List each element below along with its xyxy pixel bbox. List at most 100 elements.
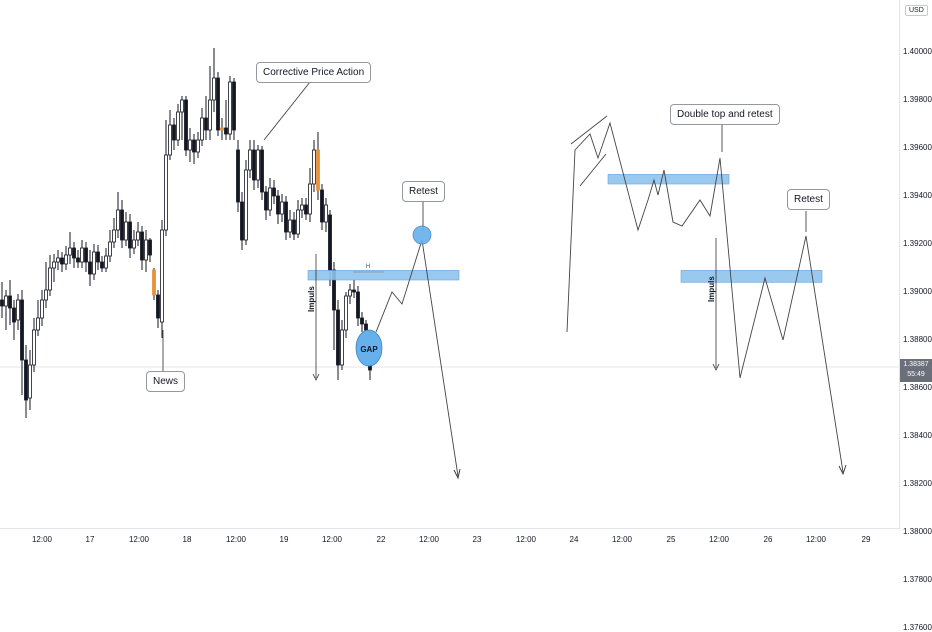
x-tick-label: 12:00	[225, 535, 247, 544]
candle	[308, 183, 312, 215]
candle	[188, 139, 192, 151]
x-tick-label: 26	[763, 535, 773, 544]
candle	[72, 247, 76, 259]
candle	[96, 251, 100, 263]
x-tick-label: 12:00	[805, 535, 827, 544]
candle	[28, 364, 32, 399]
candle	[184, 99, 188, 151]
candle	[220, 127, 224, 131]
chart-canvas[interactable]: GAP H Impuls Impuls	[0, 0, 932, 550]
x-tick-label: 17	[85, 535, 95, 544]
y-tick-label: 1.37600	[903, 623, 932, 632]
last-price-countdown: 55:49	[907, 371, 925, 378]
gap-label: GAP	[360, 345, 378, 354]
candle	[244, 169, 248, 241]
candle	[44, 289, 48, 301]
candle	[80, 247, 84, 263]
candle	[300, 204, 304, 211]
double-top-zone	[607, 174, 730, 185]
candle	[252, 149, 256, 181]
candle	[136, 231, 140, 241]
candle	[248, 149, 252, 171]
retest-circle	[412, 225, 432, 245]
candle	[332, 269, 336, 311]
candle	[60, 257, 64, 265]
candle	[52, 261, 56, 269]
candle	[276, 195, 280, 215]
candle	[36, 317, 40, 331]
y-tick-label: 1.39800	[903, 95, 932, 104]
y-tick-label: 1.38200	[903, 479, 932, 488]
double-top-trendline-lower	[579, 153, 607, 187]
candle	[208, 99, 212, 131]
candle	[200, 117, 204, 141]
candle	[240, 201, 244, 241]
y-tick-label: 1.39200	[903, 239, 932, 248]
candle	[88, 261, 92, 275]
gap-marker	[355, 329, 383, 367]
y-tick-label: 1.39600	[903, 143, 932, 152]
impuls-label-left: Impuls	[307, 286, 316, 312]
candle	[120, 209, 124, 241]
candle	[192, 139, 196, 153]
candle	[40, 299, 44, 319]
candle	[304, 204, 308, 215]
candle	[296, 209, 300, 235]
impuls-label-right: Impuls	[707, 276, 716, 302]
last-price-tag: 1.38387 55:49	[900, 359, 932, 382]
candle	[112, 229, 116, 243]
candle	[20, 299, 24, 361]
candle	[232, 81, 236, 131]
price-chart[interactable]: GAP H Impuls Impuls	[0, 0, 932, 550]
candle	[256, 149, 260, 181]
candle	[284, 201, 288, 233]
candle	[236, 149, 240, 203]
candle	[340, 329, 344, 366]
x-tick-label: 12:00	[708, 535, 730, 544]
candle	[164, 154, 168, 231]
candle	[132, 239, 136, 249]
candle	[292, 219, 296, 235]
x-tick-label: 23	[472, 535, 482, 544]
candle	[344, 295, 348, 331]
y-tick-label: 1.37800	[903, 575, 932, 584]
candle	[160, 229, 164, 323]
candle	[328, 214, 332, 271]
candle	[216, 77, 220, 131]
candle	[260, 149, 264, 193]
candle	[116, 209, 120, 231]
impuls-arrowhead-left	[312, 373, 320, 381]
candle	[316, 149, 320, 191]
x-tick-label: 12:00	[418, 535, 440, 544]
y-tick-label: 1.39000	[903, 287, 932, 296]
currency-label[interactable]: USD	[905, 5, 928, 16]
projected-path-right	[566, 121, 844, 473]
x-tick-label: 18	[182, 535, 192, 544]
candle	[180, 99, 184, 113]
candle	[0, 299, 4, 307]
y-tick-label: 1.38000	[903, 527, 932, 536]
candle	[76, 257, 80, 263]
candle	[24, 359, 28, 401]
chart-pane-border	[0, 0, 900, 529]
retest-zone-left	[307, 270, 460, 281]
corrective-price-action-callout: Corrective Price Action	[256, 62, 372, 83]
candle	[168, 124, 172, 156]
x-tick-label: 29	[861, 535, 871, 544]
candle	[356, 291, 360, 319]
projection-arrowhead-left	[453, 468, 461, 480]
retest-zone-right	[680, 270, 823, 283]
candle	[32, 329, 36, 366]
corrective-callout-leader	[263, 81, 311, 141]
candle	[104, 255, 108, 269]
candle	[64, 254, 68, 265]
candle	[324, 204, 328, 223]
y-tick-label: 1.40000	[903, 47, 932, 56]
x-tick-label: 24	[569, 535, 579, 544]
candle	[156, 294, 160, 319]
candle	[204, 117, 208, 131]
x-tick-label: 12:00	[515, 535, 537, 544]
candle	[348, 289, 352, 297]
candle	[320, 189, 324, 223]
y-tick-label: 1.38600	[903, 383, 932, 392]
